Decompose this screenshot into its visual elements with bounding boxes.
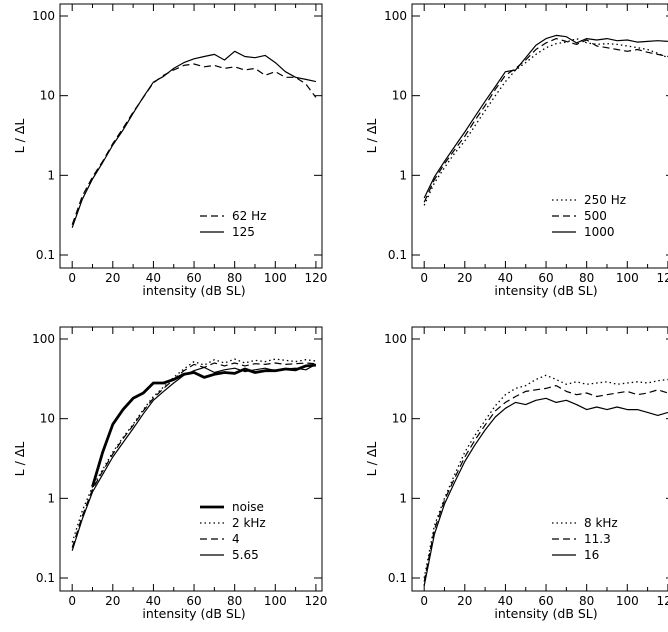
y-tick-label: 10 [40,412,55,426]
series-line [423,34,668,199]
y-tick-label: 100 [32,332,55,346]
chart-panel-3: 0 20 40 60 80 100 120 0.1 1 10 100 intensity (dB SL… [12,326,327,621]
y-tick-label: 0.1 [388,571,407,585]
x-tick-label: 40 [146,594,161,608]
legend: 250 Hz 500 1000 [552,193,626,239]
series-line [423,374,668,579]
x-axis-label: intensity (dB SL) [142,283,245,298]
legend-label: 500 [584,209,607,223]
legend: 8 kHz 11.3 16 [552,516,618,562]
x-tick-label: 20 [105,271,120,285]
y-axis-label: L / ΔL [12,119,27,154]
x-tick-label: 80 [579,594,594,608]
series-line [71,362,316,548]
legend: 62 Hz 125 [200,209,266,239]
legend-label: 62 Hz [232,209,266,223]
y-tick-label: 0.1 [36,248,55,262]
series-lines [71,50,317,228]
series-line [71,363,317,551]
y-axis-label: L / ΔL [364,119,379,154]
x-tick-label: 120 [304,271,327,285]
x-tick-label: 40 [498,271,513,285]
legend-label: 2 kHz [232,516,266,530]
legend: noise 2 kHz 4 5.65 [200,500,266,562]
legend-label: 125 [232,225,255,239]
x-tick-label: 60 [186,594,201,608]
series-line [423,37,668,206]
x-tick-label: 80 [227,594,242,608]
legend-label: 5.65 [232,548,259,562]
y-axis-label: L / ΔL [364,442,379,477]
x-tick-label: 0 [68,271,76,285]
x-tick-label: 80 [227,271,242,285]
series-line [423,397,668,586]
x-axis-label: intensity (dB SL) [494,283,597,298]
chart-panel-1: 0 20 40 60 80 100 120 0.1 1 10 100 intensity (dB SL… [12,3,327,298]
series-line [423,385,668,582]
legend-label: 250 Hz [584,193,626,207]
legend-label: 16 [584,548,599,562]
y-tick-label: 10 [392,89,407,103]
x-tick-label: 120 [656,271,668,285]
y-tick-label: 0.1 [388,248,407,262]
series-line [71,50,317,228]
x-tick-label: 100 [264,594,287,608]
x-tick-label: 0 [420,271,428,285]
x-tick-label: 100 [616,271,639,285]
legend-label: 8 kHz [584,516,618,530]
plot-frame [59,3,323,269]
y-axis-label: L / ΔL [12,442,27,477]
x-tick-label: 80 [579,271,594,285]
x-tick-label: 20 [457,594,472,608]
plot-frame [411,3,668,269]
legend-label: 4 [232,532,240,546]
x-tick-label: 120 [304,594,327,608]
series-lines [71,358,317,551]
x-tick-label: 40 [498,594,513,608]
x-tick-label: 60 [538,271,553,285]
y-tick-label: 10 [40,89,55,103]
series-lines [423,34,668,206]
y-tick-label: 1 [399,168,407,182]
x-tick-label: 0 [420,594,428,608]
x-axis-label: intensity (dB SL) [142,606,245,621]
series-line [91,363,317,488]
legend-label: 1000 [584,225,615,239]
y-tick-label: 0.1 [36,571,55,585]
plot-frame [411,326,668,592]
x-tick-label: 100 [616,594,639,608]
series-lines [423,374,668,586]
x-axis-label: intensity (dB SL) [494,606,597,621]
plot-frame [59,326,323,592]
y-tick-label: 100 [32,9,55,23]
x-tick-label: 20 [457,271,472,285]
chart-panel-4: 0 20 40 60 80 100 120 0.1 1 10 100 intensity (dB SL… [364,326,668,621]
series-line [423,37,668,203]
y-tick-label: 100 [384,332,407,346]
legend-label: noise [232,500,264,514]
y-tick-label: 100 [384,9,407,23]
y-tick-label: 1 [47,491,55,505]
chart-panel-2: 0 20 40 60 80 100 120 0.1 1 10 100 intensity (dB SL… [364,3,668,298]
y-tick-label: 1 [47,168,55,182]
x-tick-label: 40 [146,271,161,285]
x-tick-label: 0 [68,594,76,608]
y-tick-label: 10 [392,412,407,426]
x-tick-label: 60 [186,271,201,285]
x-tick-label: 120 [656,594,668,608]
y-tick-label: 1 [399,491,407,505]
series-line [71,358,316,543]
x-tick-label: 20 [105,594,120,608]
series-line [71,63,317,225]
x-tick-label: 100 [264,271,287,285]
legend-label: 11.3 [584,532,611,546]
x-tick-label: 60 [538,594,553,608]
